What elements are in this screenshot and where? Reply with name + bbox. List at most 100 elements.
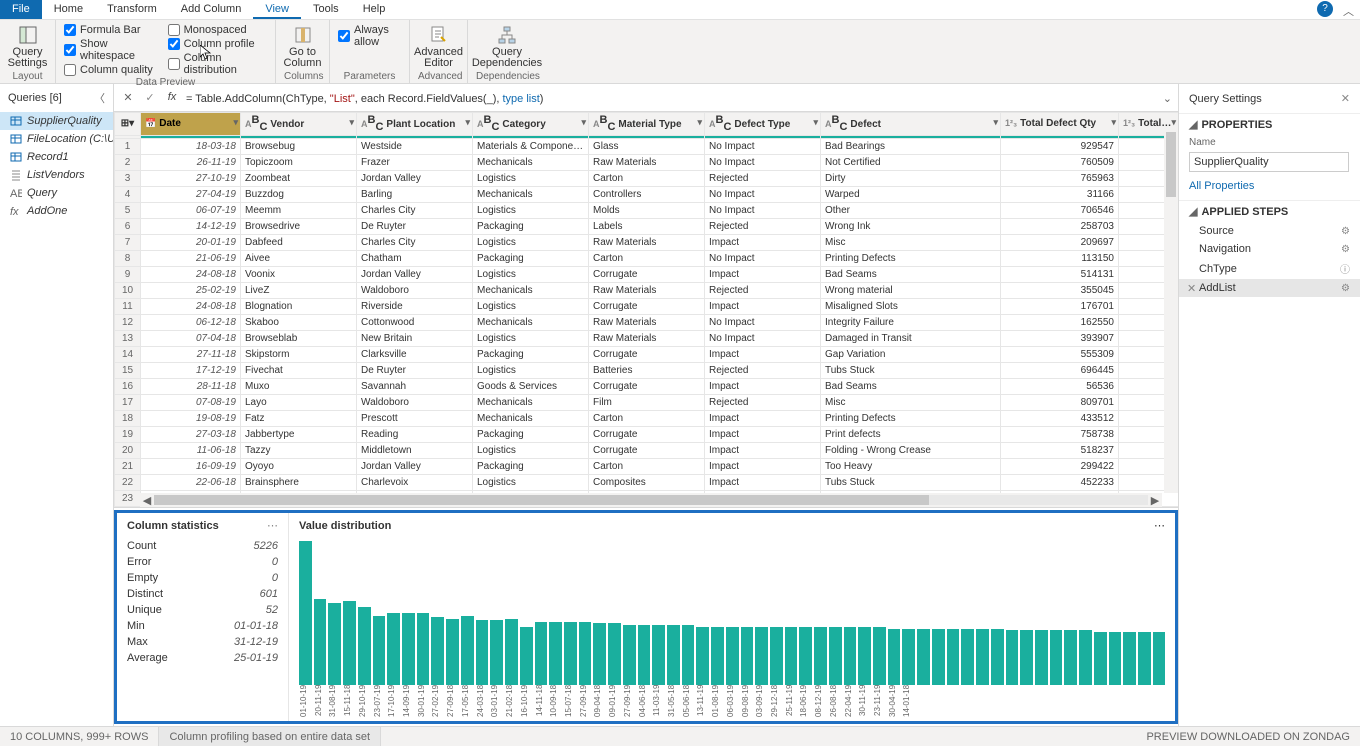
menu-tools[interactable]: Tools <box>301 0 351 19</box>
column-header-defect-type[interactable]: ABCDefect Type▾ <box>705 113 821 136</box>
checkbox-column-distribution[interactable]: Column distribution <box>168 51 267 77</box>
dist-bar[interactable] <box>770 627 783 685</box>
dist-bar[interactable] <box>1020 630 1033 685</box>
menu-add-column[interactable]: Add Column <box>169 0 254 19</box>
dist-bar[interactable] <box>844 627 857 685</box>
scroll-left-icon[interactable]: ◀ <box>140 494 154 507</box>
step-navigation[interactable]: Navigation⚙ <box>1179 240 1360 258</box>
menu-file[interactable]: File <box>0 0 42 19</box>
checkbox-column-profile[interactable]: Column profile <box>168 37 267 51</box>
dist-bar[interactable] <box>947 629 960 685</box>
menu-home[interactable]: Home <box>42 0 95 19</box>
dist-bar[interactable] <box>461 616 474 685</box>
dist-bar[interactable] <box>549 622 562 685</box>
info-icon[interactable]: ⓘ <box>1340 261 1350 276</box>
dist-bar[interactable] <box>446 619 459 685</box>
menu-help[interactable]: Help <box>351 0 398 19</box>
accept-formula-icon[interactable]: ✓ <box>142 91 158 107</box>
table-row[interactable]: 2222-06-18BrainsphereCharlevoixLogistics… <box>115 474 1179 490</box>
column-header-material-type[interactable]: ABCMaterial Type▾ <box>589 113 705 136</box>
dist-bar[interactable] <box>858 627 871 685</box>
step-addlist[interactable]: ✕AddList⚙ <box>1179 279 1360 297</box>
dist-bar[interactable] <box>829 627 842 685</box>
filter-dropdown-icon[interactable]: ▾ <box>581 115 586 130</box>
filter-dropdown-icon[interactable]: ▾ <box>993 115 998 130</box>
advanced-editor-button[interactable]: AdvancedEditor <box>418 23 459 71</box>
column-header-total-defect-qty[interactable]: 1²₃Total Defect Qty▾ <box>1001 113 1119 136</box>
table-row[interactable]: 1307-04-18BrowseblabNew BritainLogistics… <box>115 330 1179 346</box>
table-row[interactable]: 614-12-19BrowsedriveDe RuyterPackagingLa… <box>115 218 1179 234</box>
dist-bar[interactable] <box>314 599 327 685</box>
filter-dropdown-icon[interactable]: ▾ <box>349 115 354 130</box>
table-row[interactable]: 427-04-19BuzzdogBarlingMechanicalsContro… <box>115 186 1179 202</box>
table-row[interactable]: 720-01-19DabfeedCharles CityLogisticsRaw… <box>115 234 1179 250</box>
filter-dropdown-icon[interactable]: ▾ <box>813 115 818 130</box>
dist-bar[interactable] <box>579 622 592 685</box>
dist-bar[interactable] <box>520 627 533 685</box>
column-header-defect[interactable]: ABCDefect▾ <box>821 113 1001 136</box>
dist-bar[interactable] <box>476 620 489 685</box>
dist-bar[interactable] <box>328 603 341 685</box>
dist-bar[interactable] <box>564 622 577 685</box>
dist-bar[interactable] <box>696 627 709 685</box>
dist-bar[interactable] <box>431 617 444 685</box>
table-row[interactable]: 226-11-19TopiczoomFrazerMechanicalsRaw M… <box>115 154 1179 170</box>
query-item-addone[interactable]: fxAddOne <box>0 202 113 220</box>
dist-bar[interactable] <box>755 627 768 685</box>
dist-bar[interactable] <box>1079 630 1092 685</box>
vertical-scrollbar[interactable] <box>1164 132 1178 493</box>
table-row[interactable]: 1927-03-18JabbertypeReadingPackagingCorr… <box>115 426 1179 442</box>
table-row[interactable]: 2116-09-19OyoyoJordan ValleyPackagingCar… <box>115 458 1179 474</box>
dist-bar[interactable] <box>1094 632 1107 685</box>
dist-bar[interactable] <box>358 607 371 685</box>
dist-bar[interactable] <box>505 619 518 685</box>
table-row[interactable]: 118-03-18BrowsebugWestsideMaterials & Co… <box>115 138 1179 154</box>
dist-bar[interactable] <box>917 629 930 685</box>
query-item-query[interactable]: ABCQuery <box>0 184 113 202</box>
dist-bar[interactable] <box>299 541 312 685</box>
row-header[interactable]: ⊞▾ <box>115 113 141 136</box>
dist-bar[interactable] <box>652 625 665 685</box>
stats-menu-icon[interactable]: ⋯ <box>267 519 278 532</box>
dist-bar[interactable] <box>741 627 754 685</box>
checkbox-formula-bar[interactable]: Formula Bar <box>64 23 156 37</box>
dist-menu-icon[interactable]: ⋯ <box>1154 519 1165 532</box>
table-row[interactable]: 1517-12-19FivechatDe RuyterLogisticsBatt… <box>115 362 1179 378</box>
column-header-vendor[interactable]: ABCVendor▾ <box>241 113 357 136</box>
dist-bar[interactable] <box>1138 632 1151 685</box>
filter-dropdown-icon[interactable]: ▾ <box>1171 115 1176 130</box>
filter-dropdown-icon[interactable]: ▾ <box>233 115 238 130</box>
table-row[interactable]: 1427-11-18SkipstormClarksvillePackagingC… <box>115 346 1179 362</box>
dist-bar[interactable] <box>417 613 430 685</box>
step-chtype[interactable]: ChTypeⓘ <box>1179 258 1360 279</box>
query-item-record1[interactable]: Record1 <box>0 148 113 166</box>
dist-bar[interactable] <box>1050 630 1063 685</box>
dist-bar[interactable] <box>785 627 798 685</box>
always-allow-checkbox[interactable]: Always allow <box>338 23 401 49</box>
dist-bar[interactable] <box>1006 630 1019 685</box>
query-dependencies-button[interactable]: QueryDependencies <box>476 23 538 71</box>
dist-bar[interactable] <box>1153 632 1166 685</box>
dist-bar[interactable] <box>814 627 827 685</box>
query-name-input[interactable] <box>1189 152 1349 172</box>
collapse-queries-icon[interactable]: 〈 <box>94 90 105 106</box>
filter-dropdown-icon[interactable]: ▾ <box>465 115 470 130</box>
dist-bar[interactable] <box>667 625 680 685</box>
dist-bar[interactable] <box>387 613 400 685</box>
goto-column-button[interactable]: Go toColumn <box>284 23 321 71</box>
query-item-supplierquality[interactable]: SupplierQuality <box>0 112 113 130</box>
dist-bar[interactable] <box>490 620 503 685</box>
column-header-plant-location[interactable]: ABCPlant Location▾ <box>357 113 473 136</box>
close-settings-icon[interactable]: ✕ <box>1341 92 1350 105</box>
table-row[interactable]: 1025-02-19LiveZWaldoboroMechanicalsRaw M… <box>115 282 1179 298</box>
table-row[interactable]: 506-07-19MeemmCharles CityLogisticsMolds… <box>115 202 1179 218</box>
step-source[interactable]: Source⚙ <box>1179 222 1360 240</box>
dist-bar[interactable] <box>873 627 886 685</box>
dist-bar[interactable] <box>682 625 695 685</box>
dist-bar[interactable] <box>623 625 636 685</box>
column-header-date[interactable]: 📅Date▾ <box>141 113 241 136</box>
all-properties-link[interactable]: All Properties <box>1179 178 1360 200</box>
table-row[interactable]: 327-10-19ZoombeatJordan ValleyLogisticsC… <box>115 170 1179 186</box>
menu-transform[interactable]: Transform <box>95 0 169 19</box>
dist-bar[interactable] <box>1109 632 1122 685</box>
